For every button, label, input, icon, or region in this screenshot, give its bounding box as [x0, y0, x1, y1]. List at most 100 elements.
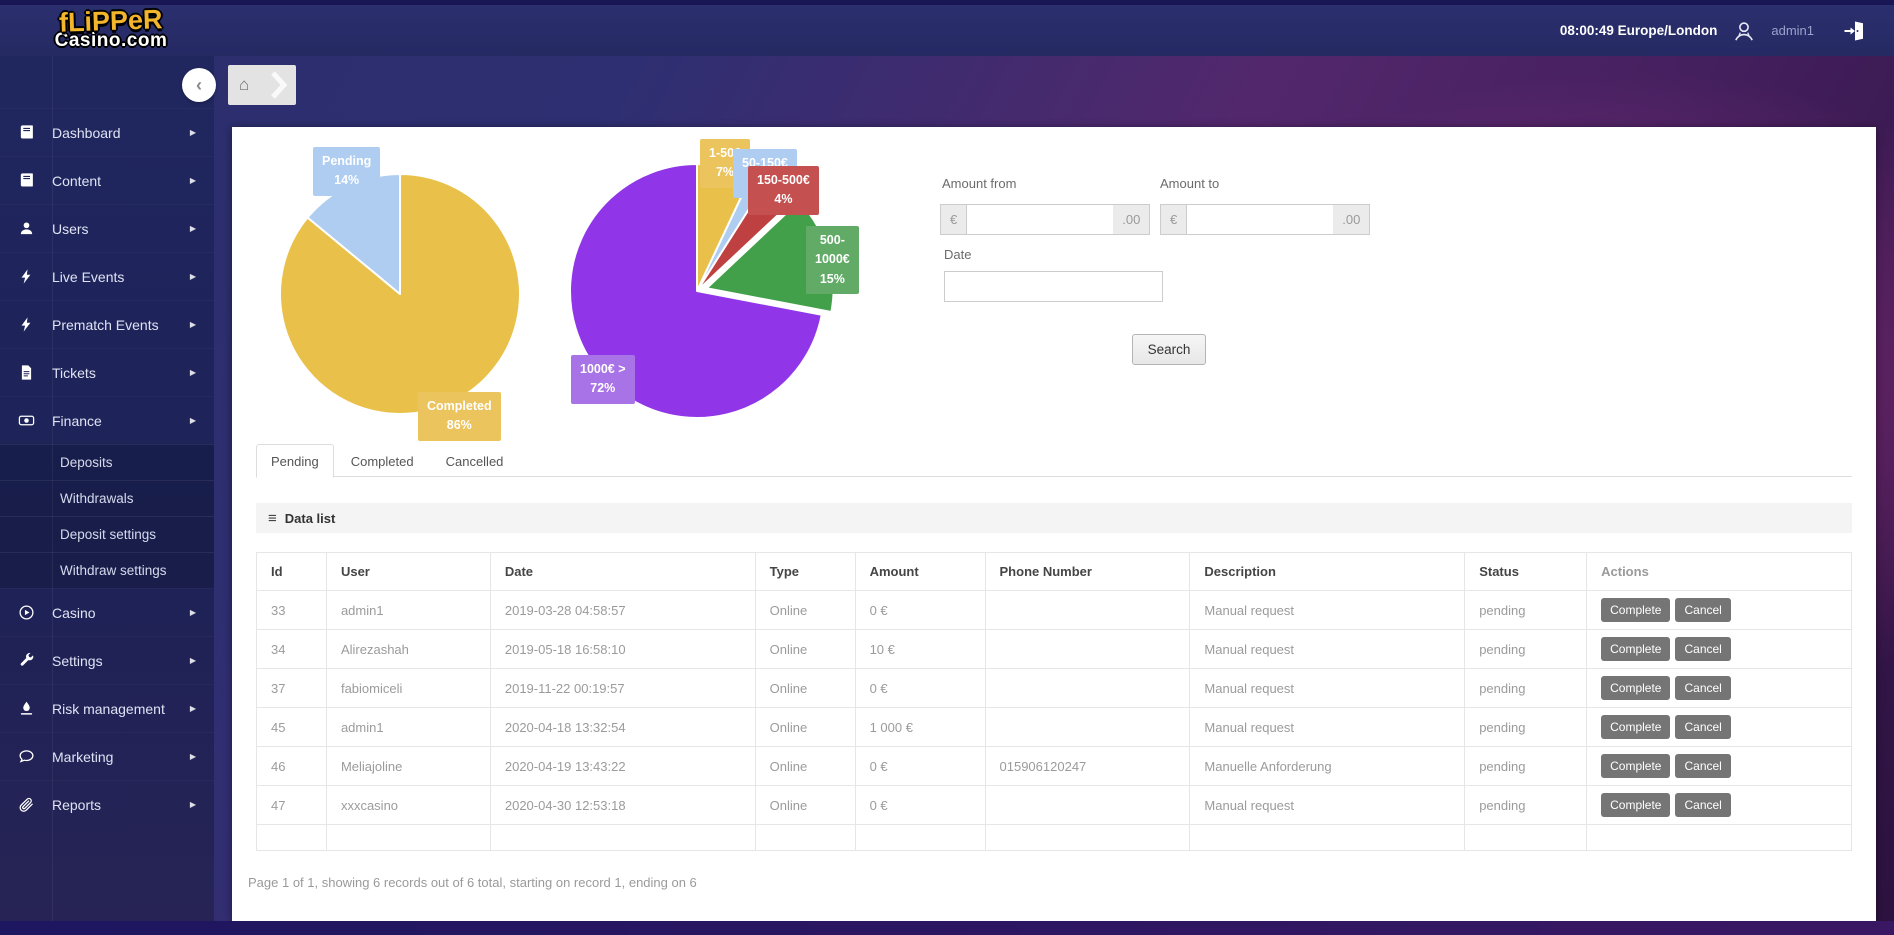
site-logo[interactable]: fLiPPeR Casino.com: [36, 4, 186, 52]
sidebar-subitem-withdrawals[interactable]: Withdrawals: [0, 480, 214, 516]
bolt-icon: [0, 316, 52, 333]
logged-in-username: admin1: [1771, 23, 1814, 38]
complete-button[interactable]: Complete: [1601, 754, 1671, 778]
cell-status: pending: [1464, 629, 1588, 669]
sidebar-subitem-withdraw-settings[interactable]: Withdraw settings: [0, 552, 214, 588]
logo-line1: fLiPPeR: [58, 4, 164, 38]
sidebar-item-users[interactable]: Users ▶: [0, 204, 214, 252]
amount-from-input[interactable]: [967, 204, 1114, 235]
cell-date: 2020-04-18 13:32:54: [489, 707, 756, 747]
server-clock: 08:00:49 Europe/London: [1559, 23, 1718, 38]
sidebar: Dashboard ▶ Content ▶ Users ▶ Live Events ▶ Prem…: [0, 56, 214, 921]
complete-button[interactable]: Complete: [1601, 598, 1671, 622]
sidebar-item-label: Risk management: [52, 700, 165, 717]
cell-type: Online: [754, 785, 856, 825]
sidebar-item-label: Tickets: [52, 364, 96, 381]
ink-drop-icon: [0, 700, 52, 717]
date-input[interactable]: [944, 271, 1163, 302]
cell-id: 37: [256, 668, 327, 708]
withdrawals-by-status-pie-chart: [279, 173, 521, 415]
data-list-title: Data list: [284, 510, 336, 526]
cell-id: 33: [256, 590, 327, 630]
cancel-button[interactable]: Cancel: [1675, 598, 1731, 622]
sidebar-subitem-deposit-settings[interactable]: Deposit settings: [0, 516, 214, 552]
chevron-right-icon: ▶: [189, 656, 196, 665]
sidebar-item-finance[interactable]: Finance ▶: [0, 396, 214, 444]
table-header-row: Id User Date Type Amount Phone Number Descript…: [256, 552, 1852, 591]
sidebar-item-label: Marketing: [52, 748, 114, 765]
cell-phone: [984, 668, 1191, 708]
cell-actions: Complete Cancel: [1586, 590, 1852, 630]
sidebar-item-prematch-events[interactable]: Prematch Events ▶: [0, 300, 214, 348]
sidebar-item-label: Casino: [52, 604, 96, 621]
cell-date: 2019-03-28 04:58:57: [489, 590, 756, 630]
cell-date: 2020-04-19 13:43:22: [489, 746, 756, 786]
amount-to-input[interactable]: [1187, 204, 1334, 235]
cell-description: Manual request: [1189, 785, 1466, 825]
cell-id: 47: [256, 785, 327, 825]
sidebar-item-content[interactable]: Content ▶: [0, 156, 214, 204]
sidebar-subitem-deposits[interactable]: Deposits: [0, 444, 214, 480]
book-icon: [0, 172, 52, 189]
sidebar-item-reports[interactable]: Reports ▶: [0, 780, 214, 828]
cell-description: Manual request: [1189, 707, 1466, 747]
wrench-icon: [0, 652, 52, 669]
cell-amount: 1 000 €: [854, 707, 986, 747]
cancel-button[interactable]: Cancel: [1675, 793, 1731, 817]
cell-description: Manual request: [1189, 590, 1466, 630]
cell-status: pending: [1464, 590, 1588, 630]
cancel-button[interactable]: Cancel: [1675, 715, 1731, 739]
complete-button[interactable]: Complete: [1601, 676, 1671, 700]
tab-completed[interactable]: Completed: [350, 454, 414, 469]
home-icon: ⌂: [239, 75, 250, 94]
complete-button[interactable]: Complete: [1601, 637, 1671, 661]
cancel-button[interactable]: Cancel: [1675, 754, 1731, 778]
pie-label-pending: Pending 14%: [313, 147, 381, 196]
sidebar-item-live-events[interactable]: Live Events ▶: [0, 252, 214, 300]
chevron-right-icon: ▶: [189, 416, 196, 425]
complete-button[interactable]: Complete: [1601, 715, 1671, 739]
cell-phone: [984, 629, 1191, 669]
cell-amount: 0 €: [854, 785, 986, 825]
cell-type: Online: [754, 707, 856, 747]
sidebar-item-label: Finance: [52, 412, 102, 429]
column-header-phone: Phone Number: [984, 552, 1191, 591]
amount-from-label: Amount from: [942, 176, 1017, 191]
cell-type: Online: [754, 590, 856, 630]
cell-description: Manual request: [1189, 629, 1466, 669]
sidebar-collapse-button[interactable]: ‹: [182, 68, 216, 102]
hamburger-icon: ≡: [268, 509, 277, 527]
cell-description: Manuelle Anforderung: [1189, 746, 1466, 786]
column-header-type: Type: [754, 552, 856, 591]
sidebar-item-casino[interactable]: Casino ▶: [0, 588, 214, 636]
sidebar-item-label: Reports: [52, 796, 102, 813]
cell-description: Manual request: [1189, 668, 1466, 708]
sidebar-item-label: Users: [52, 220, 89, 237]
sidebar-item-settings[interactable]: Settings ▶: [0, 636, 214, 684]
cancel-button[interactable]: Cancel: [1675, 637, 1731, 661]
cell-actions: Complete Cancel: [1586, 707, 1852, 747]
tab-pending[interactable]: Pending: [256, 444, 334, 478]
currency-prefix: €: [940, 204, 968, 235]
sidebar-item-dashboard[interactable]: Dashboard ▶: [0, 108, 214, 156]
chevron-right-icon: ▶: [189, 224, 196, 233]
cell-phone: [984, 590, 1191, 630]
logo-line2: Casino.com: [54, 30, 168, 51]
sidebar-item-tickets[interactable]: Tickets ▶: [0, 348, 214, 396]
sidebar-item-risk-management[interactable]: Risk management ▶: [0, 684, 214, 732]
breadcrumb[interactable]: ⌂: [228, 65, 296, 105]
chevron-right-icon: ▶: [189, 128, 196, 137]
tab-cancelled[interactable]: Cancelled: [445, 454, 504, 469]
logout-icon[interactable]: [1842, 18, 1866, 44]
cell-phone: 015906120247: [984, 746, 1191, 786]
chevron-right-icon: ▶: [189, 176, 196, 185]
paperclip-icon: [0, 796, 52, 813]
speech-bubble-icon: [0, 748, 52, 765]
sidebar-item-marketing[interactable]: Marketing ▶: [0, 732, 214, 780]
chevron-right-icon: ▶: [189, 704, 196, 713]
cell-type: Online: [754, 629, 856, 669]
bolt-icon: [0, 268, 52, 285]
cancel-button[interactable]: Cancel: [1675, 676, 1731, 700]
search-button[interactable]: Search: [1132, 334, 1206, 365]
complete-button[interactable]: Complete: [1601, 793, 1671, 817]
